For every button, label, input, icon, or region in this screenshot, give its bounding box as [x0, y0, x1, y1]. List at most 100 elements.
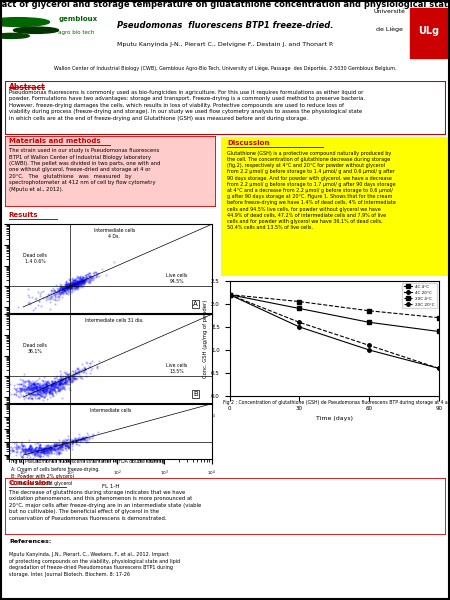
- Point: [64, 369, 71, 379]
- Point: [83, 357, 90, 367]
- Point: [42, 382, 49, 392]
- Point: [39, 445, 46, 455]
- Point: [29, 447, 36, 457]
- Point: [65, 437, 72, 446]
- Point: [64, 374, 71, 383]
- Point: [48, 384, 55, 394]
- Point: [52, 373, 59, 382]
- Point: [38, 379, 45, 388]
- Point: [67, 278, 74, 288]
- Point: [90, 272, 97, 281]
- Point: [39, 446, 46, 455]
- Point: [67, 281, 74, 291]
- Point: [42, 384, 50, 394]
- Point: [43, 441, 50, 451]
- Point: [18, 437, 25, 447]
- Point: [57, 371, 64, 381]
- Point: [25, 388, 32, 398]
- Point: [54, 292, 61, 302]
- Point: [81, 364, 88, 374]
- Point: [57, 376, 64, 386]
- Point: [42, 383, 49, 393]
- Point: [26, 436, 33, 445]
- Point: [29, 382, 36, 392]
- Point: [14, 441, 22, 451]
- Point: [32, 382, 39, 392]
- Point: [84, 271, 91, 280]
- Point: [58, 442, 66, 451]
- Point: [40, 395, 47, 405]
- Point: [31, 379, 38, 389]
- Point: [62, 281, 69, 290]
- Point: [28, 385, 35, 395]
- Point: [92, 272, 99, 282]
- Point: [58, 440, 66, 449]
- Point: [16, 386, 23, 395]
- Point: [66, 283, 73, 293]
- Point: [58, 442, 65, 451]
- Point: [56, 379, 63, 389]
- Point: [79, 432, 86, 442]
- Point: [55, 443, 62, 452]
- Point: [21, 383, 28, 392]
- Point: [38, 445, 45, 455]
- Point: [44, 382, 51, 392]
- Point: [25, 450, 32, 460]
- Point: [38, 389, 45, 399]
- Circle shape: [0, 17, 50, 26]
- Point: [42, 388, 50, 398]
- Point: [37, 448, 44, 457]
- Point: [85, 268, 92, 278]
- Point: [19, 446, 27, 455]
- Point: [29, 389, 36, 399]
- Point: [62, 440, 69, 449]
- Point: [65, 383, 72, 392]
- Point: [26, 293, 33, 302]
- Point: [51, 387, 58, 397]
- Point: [35, 393, 42, 403]
- Point: [29, 305, 36, 314]
- Point: [23, 444, 31, 454]
- Point: [27, 384, 34, 394]
- Point: [62, 445, 69, 455]
- Point: [68, 277, 75, 287]
- Point: [36, 440, 43, 450]
- Point: [59, 289, 66, 298]
- Point: [76, 275, 83, 284]
- Point: [49, 391, 56, 401]
- Point: [27, 446, 34, 455]
- Point: [65, 373, 72, 383]
- Point: [72, 437, 79, 446]
- Point: [62, 279, 69, 289]
- Point: [46, 448, 54, 458]
- Point: [41, 444, 48, 454]
- Point: [78, 436, 85, 445]
- Point: [65, 442, 72, 452]
- Point: [81, 432, 89, 442]
- Point: [83, 272, 90, 282]
- Point: [42, 385, 50, 395]
- Point: [19, 441, 26, 451]
- Point: [76, 276, 83, 286]
- Point: [53, 440, 60, 449]
- Point: [82, 436, 89, 445]
- Point: [74, 277, 81, 286]
- Point: [51, 295, 59, 305]
- Point: [73, 277, 80, 286]
- Point: [71, 281, 78, 290]
- Point: [51, 443, 58, 453]
- Point: [51, 374, 59, 383]
- Point: [66, 373, 73, 383]
- Point: [61, 438, 68, 448]
- Point: [40, 372, 48, 382]
- Text: A: A: [193, 301, 198, 307]
- Point: [71, 433, 78, 443]
- Point: [56, 446, 63, 456]
- Point: [65, 283, 72, 293]
- Point: [32, 449, 39, 459]
- Point: [55, 383, 63, 393]
- Point: [34, 381, 41, 391]
- Point: [85, 274, 92, 284]
- Point: [60, 279, 68, 289]
- Point: [55, 386, 62, 395]
